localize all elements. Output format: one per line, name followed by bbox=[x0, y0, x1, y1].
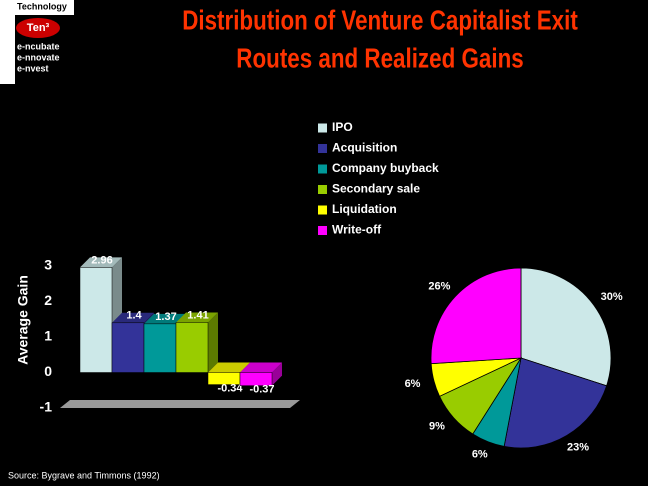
bar-top bbox=[144, 313, 186, 324]
pie-label: 6% bbox=[472, 449, 488, 461]
y-axis-label: Average Gain bbox=[15, 275, 31, 365]
pie-label: 6% bbox=[405, 378, 421, 390]
y-tick-label: 0 bbox=[44, 363, 52, 379]
legend-swatch bbox=[318, 226, 327, 235]
legend-swatch bbox=[318, 144, 327, 153]
bar-top bbox=[208, 362, 250, 373]
bar bbox=[143, 323, 177, 373]
bar-top bbox=[112, 312, 154, 323]
bar bbox=[111, 322, 145, 373]
y-tick-label: 1 bbox=[44, 328, 52, 344]
logo-stem bbox=[0, 0, 15, 84]
bar-floor bbox=[60, 400, 300, 408]
logo-badge bbox=[16, 18, 60, 38]
logo-text: e-nnovate bbox=[17, 52, 60, 62]
data-label: 1.37 bbox=[155, 311, 176, 323]
bar bbox=[175, 322, 209, 373]
legend-swatch bbox=[318, 185, 327, 194]
bar bbox=[79, 267, 113, 373]
title-line: Distribution of Venture Capitalist Exit bbox=[182, 5, 578, 36]
bar bbox=[239, 372, 273, 386]
logo: Technology Ten³ e-ncubate e-nnovate e-nv… bbox=[0, 0, 74, 84]
data-label: 2.96 bbox=[91, 254, 112, 266]
logo-text: e-ncubate bbox=[17, 41, 60, 51]
pie-label: 23% bbox=[567, 441, 589, 453]
legend-swatch bbox=[318, 164, 327, 174]
y-tick-label: -1 bbox=[40, 399, 53, 415]
legend-label: Secondary sale bbox=[332, 182, 420, 196]
data-label: 1.41 bbox=[187, 309, 208, 321]
legend-label: IPO bbox=[332, 120, 353, 134]
title-line: Routes and Realized Gains bbox=[236, 43, 523, 74]
pie-label: 30% bbox=[601, 291, 623, 303]
pie-label: 26% bbox=[428, 281, 450, 293]
data-label: 1.4 bbox=[126, 310, 142, 322]
pie-slice bbox=[503, 357, 608, 449]
data-label: -0.34 bbox=[217, 382, 243, 394]
pie-slice bbox=[520, 267, 612, 387]
bar-top bbox=[80, 257, 122, 268]
bar-side bbox=[272, 362, 282, 386]
logo-text: Ten³ bbox=[27, 22, 50, 34]
bar-top bbox=[176, 312, 218, 323]
legend-swatch bbox=[318, 123, 327, 133]
source: Source: Bygrave and Timmons (1992) bbox=[8, 470, 160, 480]
pie-label: 9% bbox=[429, 421, 445, 433]
bar-side bbox=[208, 312, 218, 373]
data-label: -0.37 bbox=[249, 384, 274, 396]
pie-slice bbox=[430, 267, 522, 365]
logo-bar bbox=[0, 0, 74, 15]
y-tick-label: 2 bbox=[44, 292, 52, 308]
legend-label: Acquisition bbox=[332, 141, 397, 155]
bar-top bbox=[240, 362, 282, 373]
logo-text: e-nvest bbox=[17, 63, 49, 73]
legend-swatch bbox=[318, 205, 327, 215]
legend-label: Company buyback bbox=[332, 161, 439, 175]
logo-text: Technology bbox=[17, 1, 67, 11]
y-tick-label: 3 bbox=[44, 257, 52, 273]
legend-label: Liquidation bbox=[332, 202, 397, 216]
legend-label: Write-off bbox=[332, 223, 382, 237]
